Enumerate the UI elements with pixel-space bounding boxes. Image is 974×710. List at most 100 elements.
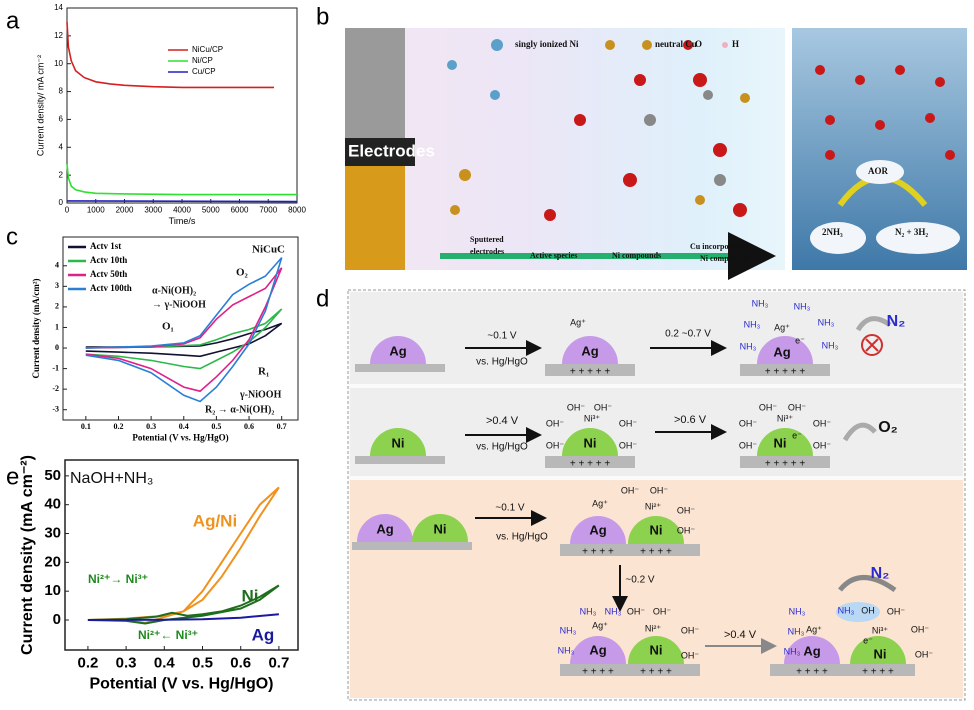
panel-label: c xyxy=(6,223,18,250)
diagram-label: Ag xyxy=(581,343,598,358)
diagram-label: singly ionized Ni xyxy=(515,39,579,49)
diagram-label: NH₃ xyxy=(605,606,622,616)
diagram-label: Ni xyxy=(650,642,663,657)
x-tick-label: 0.1 xyxy=(81,422,91,431)
x-tick-label: 0.3 xyxy=(116,654,137,671)
diagram-label: + + + + xyxy=(640,547,672,558)
panel-label: e xyxy=(6,463,19,490)
x-tick-label: 0.7 xyxy=(277,422,287,431)
diagram-label: OH⁻ xyxy=(619,440,638,450)
legend-label: Actv 1st xyxy=(90,241,121,251)
y-axis-label: Current density (mA/cm²) xyxy=(31,278,41,378)
x-tick-label: 2000 xyxy=(116,205,134,214)
diagram-label: vs. Hg/HgO xyxy=(476,442,528,453)
diagram-label: ~0.1 V xyxy=(487,331,517,342)
diagram-label: Ag⁺ xyxy=(592,620,608,630)
diagram-label: >0.6 V xyxy=(674,414,707,426)
panel-label: a xyxy=(6,7,20,34)
diagram-label: N₂ xyxy=(887,313,906,330)
y-tick-label: 2 xyxy=(55,302,59,311)
x-tick-label: 0.5 xyxy=(211,422,221,431)
diagram-label: OH⁻ xyxy=(887,606,906,616)
x-tick-label: 0 xyxy=(65,205,70,214)
diagram-label: Ni xyxy=(650,522,663,537)
y-tick-label: 0 xyxy=(53,611,61,628)
diagram-label: vs. Hg/HgO xyxy=(496,532,548,543)
y-tick-label: 4 xyxy=(55,261,59,270)
annotation: α-Ni(OH)₂ xyxy=(152,285,196,296)
diagram-label: OH⁻ xyxy=(677,525,696,535)
diagram-label: O₂ xyxy=(878,419,898,436)
x-tick-label: 0.7 xyxy=(268,654,289,671)
series-line xyxy=(66,21,274,89)
diagram-label: OH⁻ xyxy=(546,418,565,428)
diagram-label: OH⁻ xyxy=(813,440,832,450)
diagram-label: + + + + xyxy=(796,667,828,678)
y-tick-label: 12 xyxy=(54,31,63,40)
x-tick-label: 0.2 xyxy=(77,654,98,671)
y-tick-label: 4 xyxy=(59,142,64,151)
diagram-label: Ag xyxy=(589,522,606,537)
diagram-label: electrodes xyxy=(470,247,504,256)
x-tick-label: 8000 xyxy=(288,205,306,214)
diagram-label: Electrodes xyxy=(348,141,435,160)
series-label: Ni xyxy=(242,586,259,605)
diagram-label: OH⁻ xyxy=(788,402,807,412)
diagram-label: Ag xyxy=(773,344,790,359)
diagram-label: NH₃ xyxy=(740,341,757,351)
diagram-label: Ag⁺ xyxy=(774,322,790,332)
diagram-label: OH⁻ xyxy=(759,402,778,412)
diagram-label: N₂ xyxy=(871,565,890,582)
legend-label: NiCu/CP xyxy=(192,45,223,54)
diagram-label: + + + + xyxy=(582,667,614,678)
diagram-label: + + + + xyxy=(640,667,672,678)
diagram-label: OH⁻ xyxy=(627,606,646,616)
diagram-label: Ni²⁺ xyxy=(645,501,661,511)
diagram-label: NH₃ xyxy=(838,605,855,615)
diagram-label: OH⁻ xyxy=(681,625,700,635)
y-tick-label: 30 xyxy=(44,524,61,541)
diagram-label: OH xyxy=(861,605,875,615)
diagram-label: OH⁻ xyxy=(739,440,758,450)
diagram-label: NH₃ xyxy=(794,301,811,311)
series-line xyxy=(85,322,283,358)
x-tick-label: 1000 xyxy=(87,205,105,214)
panel-d-art xyxy=(347,289,966,701)
diagram-label: 0.2 ~0.7 V xyxy=(665,329,711,340)
diagram-label: NH₃ xyxy=(560,625,577,635)
diagram-label: e⁻ xyxy=(863,635,873,645)
diagram-label: Ni compounds xyxy=(612,251,661,260)
diagram-label: ~0.1 V xyxy=(495,503,525,514)
legend-label: Actv 100th xyxy=(90,283,132,293)
diagram-label: NH₃ xyxy=(784,646,801,656)
diagram-label: Sputtered xyxy=(470,235,504,244)
annotation: R₂ → α-Ni(OH)₂ xyxy=(205,404,274,415)
diagram-label: Cu incorporated xyxy=(690,242,747,251)
legend-label: Ni/CP xyxy=(192,56,213,65)
y-tick-label: 14 xyxy=(54,3,63,12)
diagram-label: Ag xyxy=(376,521,393,536)
series-line xyxy=(87,584,280,625)
y-tick-label: 2 xyxy=(59,170,64,179)
diagram-label: + + + + + xyxy=(765,459,805,470)
diagram-label: OH⁻ xyxy=(594,402,613,412)
diagram-label: N₂ + 3H₂ xyxy=(895,227,928,237)
x-tick-label: 0.4 xyxy=(154,654,176,671)
diagram-label: neutral Cu xyxy=(655,39,697,49)
x-tick-label: 4000 xyxy=(173,205,191,214)
panel-label: b xyxy=(316,3,329,30)
x-tick-label: 0.2 xyxy=(113,422,123,431)
diagram-label: OH⁻ xyxy=(653,606,672,616)
series-line xyxy=(85,267,283,393)
y-tick-label: 8 xyxy=(59,87,64,96)
annotation: Ni²⁺← Ni³⁺ xyxy=(138,628,198,642)
diagram-label: 2NH₃ xyxy=(822,227,843,237)
diagram-label: Ag xyxy=(389,343,406,358)
series-line xyxy=(85,308,283,370)
x-tick-label: 0.5 xyxy=(192,654,213,671)
diagram-label: OH⁻ xyxy=(677,505,696,515)
diagram-label: Ag⁺ xyxy=(570,317,586,327)
annotation: R₁ xyxy=(258,366,269,378)
y-tick-label: 0 xyxy=(55,343,59,352)
